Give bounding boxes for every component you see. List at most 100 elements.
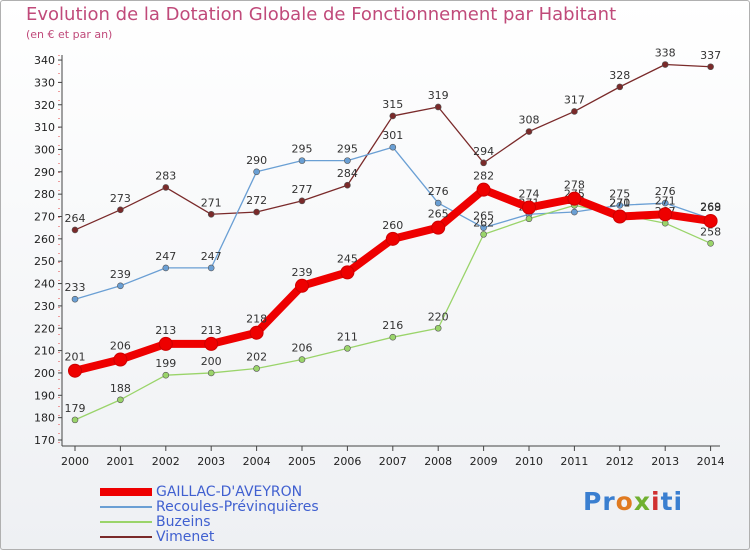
data-label-vimenet: 319	[428, 89, 449, 102]
data-label-gaillac-d-aveyron: 268	[700, 201, 721, 214]
data-point-gaillac-d-aveyron	[295, 278, 309, 293]
data-point-gaillac-d-aveyron	[204, 336, 219, 351]
data-label-vimenet: 338	[655, 47, 676, 60]
data-label-gaillac-d-aveyron: 245	[337, 252, 358, 265]
legend-item: Vimenet	[100, 529, 214, 545]
data-label-buzeins: 200	[201, 355, 222, 368]
data-point-vimenet	[434, 103, 442, 111]
data-label-gaillac-d-aveyron: 206	[110, 340, 131, 353]
y-tick-label: 300	[34, 143, 55, 156]
data-label-gaillac-d-aveyron: 260	[382, 219, 403, 232]
data-point-buzeins	[253, 365, 260, 372]
data-point-vimenet	[616, 83, 624, 91]
legend-label: Vimenet	[156, 529, 215, 545]
data-label-recoules-previnquieres: 275	[609, 187, 630, 200]
legend-label: GAILLAC-D'AVEYRON	[156, 484, 303, 500]
legend-swatch	[100, 521, 152, 523]
y-tick-label: 270	[34, 211, 55, 224]
data-point-gaillac-d-aveyron	[476, 182, 491, 197]
data-point-recoules-previnquieres	[434, 199, 442, 207]
data-point-gaillac-d-aveyron	[612, 209, 627, 224]
data-point-vimenet	[117, 206, 124, 214]
y-tick-label: 320	[34, 99, 55, 112]
data-point-gaillac-d-aveyron	[567, 191, 582, 206]
data-label-gaillac-d-aveyron: 271	[655, 194, 676, 207]
data-label-buzeins: 202	[246, 350, 267, 363]
data-point-recoules-previnquieres	[616, 202, 624, 209]
data-point-recoules-previnquieres	[344, 157, 351, 164]
data-point-gaillac-d-aveyron	[158, 336, 173, 351]
data-label-vimenet: 337	[700, 49, 721, 62]
legend-label: Buzeins	[156, 514, 211, 530]
data-label-recoules-previnquieres: 301	[382, 129, 403, 142]
data-point-vimenet	[162, 184, 170, 191]
data-point-vimenet	[253, 208, 260, 216]
data-label-gaillac-d-aveyron: 265	[428, 208, 449, 221]
data-point-buzeins	[298, 356, 306, 363]
data-point-gaillac-d-aveyron	[385, 231, 400, 246]
y-tick-label: 280	[34, 188, 55, 201]
x-tick-label: 2000	[61, 455, 89, 468]
data-label-gaillac-d-aveyron: 270	[609, 197, 630, 210]
data-label-gaillac-d-aveyron: 282	[473, 170, 494, 183]
data-point-buzeins	[707, 240, 714, 247]
data-label-recoules-previnquieres: 247	[201, 250, 222, 263]
data-point-vimenet	[207, 210, 215, 218]
y-tick-label: 200	[34, 367, 55, 380]
y-tick-label: 190	[34, 389, 55, 402]
legend-item: GAILLAC-D'AVEYRON	[100, 484, 302, 500]
y-tick-label: 180	[34, 412, 55, 425]
x-tick-label: 2005	[288, 455, 316, 468]
data-label-vimenet: 294	[473, 145, 494, 158]
data-point-gaillac-d-aveyron	[658, 207, 673, 222]
data-point-gaillac-d-aveyron	[68, 363, 82, 378]
data-label-recoules-previnquieres: 295	[292, 143, 313, 156]
data-point-gaillac-d-aveyron	[703, 213, 718, 228]
y-tick-label: 240	[34, 278, 55, 291]
data-label-vimenet: 277	[292, 183, 313, 196]
data-label-vimenet: 273	[110, 192, 131, 205]
data-label-vimenet: 272	[246, 194, 267, 207]
y-tick-label: 340	[34, 54, 55, 67]
data-point-vimenet	[71, 226, 79, 234]
data-point-vimenet	[707, 63, 714, 71]
data-label-gaillac-d-aveyron: 274	[519, 188, 540, 201]
x-tick-label: 2012	[606, 455, 634, 468]
y-tick-label: 260	[34, 233, 55, 246]
data-label-recoules-previnquieres: 269	[700, 201, 721, 214]
data-point-recoules-previnquieres	[298, 157, 306, 164]
data-label-buzeins: 258	[700, 225, 721, 238]
data-point-recoules-previnquieres	[480, 224, 487, 231]
x-tick-label: 2006	[333, 455, 361, 468]
data-point-vimenet	[525, 128, 533, 135]
data-point-vimenet	[344, 181, 351, 189]
y-tick-label: 170	[34, 434, 55, 447]
legend-swatch	[100, 536, 152, 538]
data-point-buzeins	[525, 215, 533, 223]
data-point-recoules-previnquieres	[389, 143, 397, 151]
data-point-buzeins	[344, 345, 351, 352]
data-label-vimenet: 328	[609, 69, 630, 82]
x-tick-label: 2004	[243, 455, 271, 468]
data-point-buzeins	[480, 231, 487, 238]
data-point-vimenet	[571, 108, 578, 115]
legend-swatch	[100, 506, 152, 508]
data-label-gaillac-d-aveyron: 213	[201, 324, 222, 337]
data-label-vimenet: 308	[519, 114, 540, 127]
data-label-buzeins: 271	[609, 196, 630, 209]
x-tick-label: 2013	[651, 455, 679, 468]
data-label-buzeins: 220	[428, 310, 449, 323]
data-label-recoules-previnquieres: 265	[473, 210, 494, 223]
y-tick-label: 330	[34, 76, 55, 89]
y-tick-label: 250	[34, 255, 55, 268]
data-point-recoules-previnquieres	[207, 264, 215, 272]
data-label-gaillac-d-aveyron: 239	[292, 266, 313, 279]
data-label-buzeins: 262	[473, 216, 494, 229]
data-point-vimenet	[298, 197, 306, 205]
data-label-recoules-previnquieres: 239	[110, 268, 131, 281]
data-label-buzeins: 211	[337, 330, 358, 343]
data-point-recoules-previnquieres	[117, 282, 124, 290]
data-point-vimenet	[480, 159, 487, 167]
data-point-vimenet	[389, 112, 397, 120]
